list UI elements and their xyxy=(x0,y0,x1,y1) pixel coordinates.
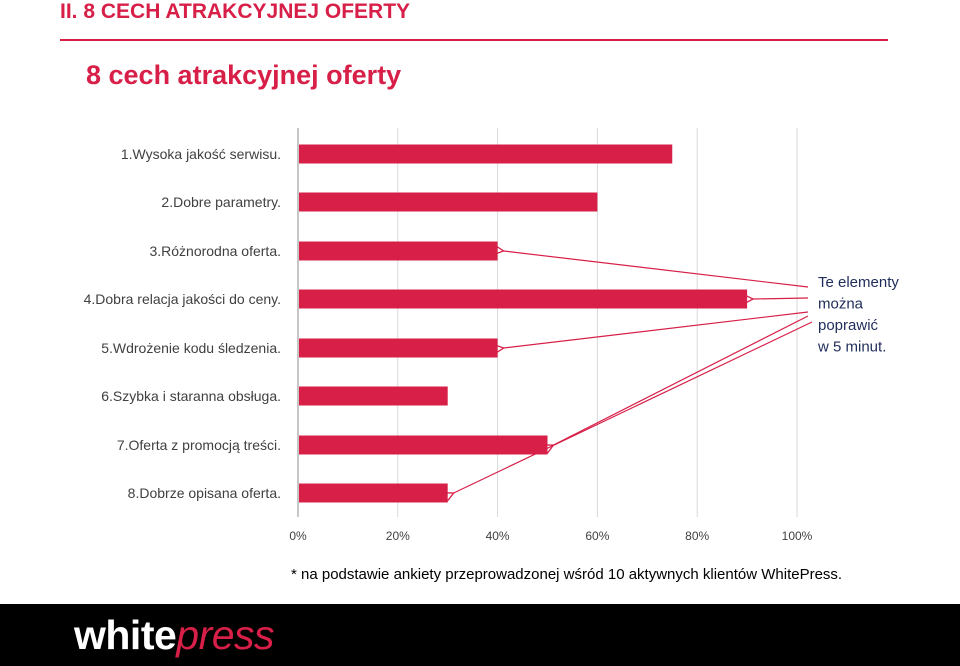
bar xyxy=(299,289,748,309)
annotation-arrow xyxy=(504,311,809,348)
category-label: 5.Wdrożenie kodu śledzenia. xyxy=(101,340,281,356)
bar xyxy=(299,386,448,406)
bar xyxy=(299,435,548,455)
annotation-arrow xyxy=(454,321,813,493)
category-label: 7.Oferta z promocją treści. xyxy=(117,437,281,453)
category-label: 1.Wysoka jakość serwisu. xyxy=(121,146,281,162)
logo-press: press xyxy=(176,612,275,658)
x-tick-label: 60% xyxy=(585,529,609,543)
bar xyxy=(299,192,598,212)
category-label: 8.Dobrze opisana oferta. xyxy=(128,485,281,501)
category-label: 2.Dobre parametry. xyxy=(161,194,281,210)
annotation-arrow xyxy=(554,315,809,445)
title-underline xyxy=(60,39,888,41)
logo-white: white xyxy=(74,612,177,658)
x-tick-label: 100% xyxy=(782,529,813,543)
bar xyxy=(299,483,448,503)
x-tick-label: 80% xyxy=(685,529,709,543)
annotation-line: w 5 minut. xyxy=(817,339,886,356)
category-label: 4.Dobra relacja jakości do ceny. xyxy=(84,291,281,307)
bar xyxy=(299,338,498,358)
category-label: 3.Różnorodna oferta. xyxy=(149,243,281,259)
x-axis-ticks: 0% 20% 40% 60% 80% 100% xyxy=(289,529,812,543)
x-tick-label: 20% xyxy=(386,529,410,543)
bar xyxy=(299,144,673,164)
footnote: * na podstawie ankiety przeprowadzonej w… xyxy=(291,566,843,583)
category-labels: 1.Wysoka jakość serwisu. 2.Dobre parametr… xyxy=(84,146,281,501)
bars xyxy=(299,144,748,503)
annotation-line: Te elementy xyxy=(818,274,899,291)
bar xyxy=(299,241,498,261)
bar-chart: 1.Wysoka jakość serwisu. 2.Dobre parametr… xyxy=(84,128,899,543)
x-tick-label: 0% xyxy=(289,529,307,543)
category-label: 6.Szybka i staranna obsługa. xyxy=(101,388,281,404)
annotation-arrows xyxy=(454,251,813,493)
annotation-line: można xyxy=(818,296,864,313)
footer-bar xyxy=(0,604,960,666)
annotation-line: poprawić xyxy=(818,317,879,334)
annotation-arrow xyxy=(504,251,809,288)
x-tick-label: 40% xyxy=(486,529,510,543)
annotation-arrow xyxy=(753,298,809,299)
slide-title: 8 cech atrakcyjnej oferty xyxy=(86,60,402,90)
section-title: II. 8 CECH ATRAKCYJNEJ OFERTY xyxy=(60,0,411,23)
annotation-text: Te elementy można poprawić w 5 minut. xyxy=(817,274,899,356)
whitepress-logo: whitepress xyxy=(74,610,275,660)
